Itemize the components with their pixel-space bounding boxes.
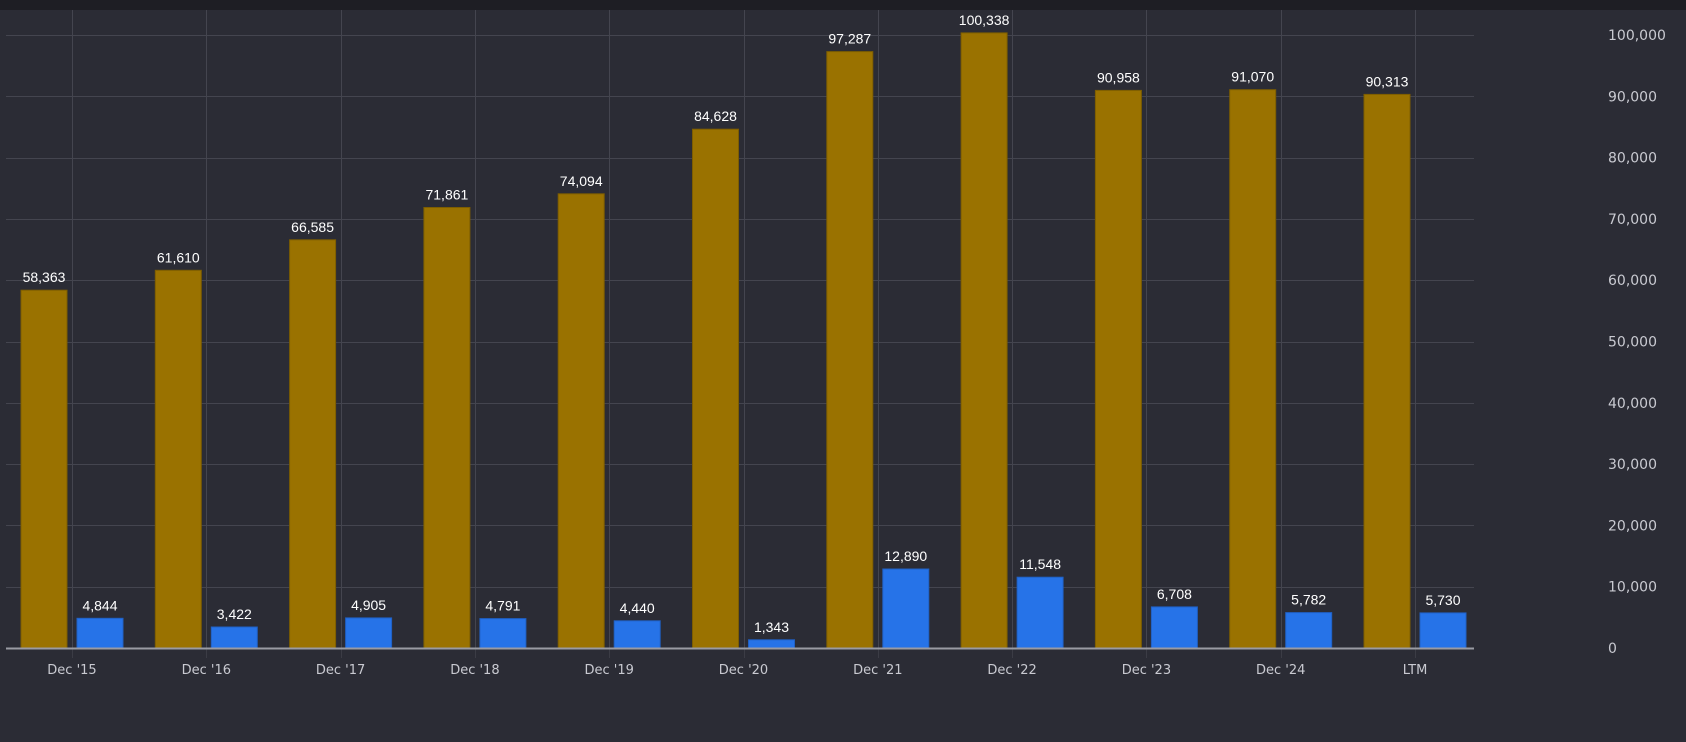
- data-label: 4,844: [82, 597, 117, 613]
- data-label: 3,422: [217, 606, 252, 622]
- y-tick-label: 60,000: [1608, 273, 1657, 289]
- data-label: 90,958: [1097, 69, 1140, 85]
- y-tick-label: 30,000: [1608, 457, 1657, 473]
- x-tick-label: Dec '19: [584, 663, 633, 678]
- data-label: 58,363: [23, 269, 66, 285]
- bar-series2: [748, 639, 795, 649]
- bar-series1: [423, 207, 471, 649]
- y-tick-label: 50,000: [1608, 335, 1657, 351]
- bar-series1: [826, 51, 874, 649]
- data-label: 4,905: [351, 597, 386, 613]
- top-bar: [0, 0, 1686, 10]
- y-tick-label: 70,000: [1608, 212, 1657, 228]
- value-labels: 58,363 61,610 66,585 71,861 74,094 84,628 97,2…: [23, 12, 1461, 635]
- data-label: 4,791: [485, 598, 520, 614]
- y-tick-label: 100,000: [1608, 28, 1666, 44]
- bar-series2: [1419, 612, 1467, 649]
- data-label: 66,585: [291, 219, 334, 235]
- bar-series2: [613, 620, 661, 649]
- data-label: 91,070: [1231, 69, 1274, 85]
- bar-series1: [960, 32, 1008, 649]
- bar-series2: [1016, 576, 1064, 649]
- bar-series1: [1363, 93, 1411, 649]
- x-tick-label: LTM: [1403, 663, 1428, 678]
- bar-series1: [1229, 89, 1277, 649]
- data-label: 5,782: [1291, 592, 1326, 608]
- x-tick-label: Dec '24: [1256, 663, 1305, 678]
- x-tick-label: Dec '15: [47, 663, 96, 678]
- bar-series1: [289, 239, 337, 649]
- bar-series2: [1285, 612, 1333, 649]
- bar-series1: [20, 289, 68, 649]
- y-tick-label: 40,000: [1608, 396, 1657, 412]
- x-tick-label: Dec '20: [719, 663, 768, 678]
- data-label: 61,610: [157, 249, 200, 265]
- x-tick-label: Dec '16: [182, 663, 231, 678]
- bar-series2: [1150, 606, 1198, 649]
- x-tick-label: Dec '22: [987, 663, 1036, 678]
- data-label: 90,313: [1366, 73, 1409, 89]
- data-label: 84,628: [694, 108, 737, 124]
- data-label: 100,338: [959, 12, 1010, 28]
- data-label: 6,708: [1157, 586, 1192, 602]
- data-label: 4,440: [620, 600, 655, 616]
- x-tick-label: Dec '18: [450, 663, 499, 678]
- data-label: 1,343: [754, 619, 789, 635]
- x-tick-label: Dec '17: [316, 663, 365, 678]
- bar-series1: [1094, 89, 1142, 649]
- data-label: 11,548: [1019, 556, 1061, 572]
- data-label: 71,861: [425, 187, 468, 203]
- x-axis: Dec '15 Dec '16 Dec '17 Dec '18 Dec '19 Dec '…: [6, 647, 1474, 678]
- bar-series2: [882, 568, 930, 649]
- y-tick-label: 90,000: [1608, 89, 1657, 105]
- y-tick-label: 80,000: [1608, 151, 1657, 167]
- data-label: 12,890: [884, 548, 927, 564]
- y-tick-label: 20,000: [1608, 518, 1657, 534]
- bar-series2: [210, 626, 258, 649]
- data-label: 5,730: [1425, 592, 1460, 608]
- y-tick-label: 10,000: [1608, 580, 1657, 596]
- bar-series1: [557, 193, 605, 649]
- data-label: 97,287: [828, 31, 871, 47]
- y-axis: 0 10,000 20,000 30,000 40,000 50,000 60,000 70,…: [1608, 28, 1666, 657]
- x-tick-label: Dec '23: [1122, 663, 1171, 678]
- bar-series1: [692, 128, 739, 649]
- bars: [20, 32, 1467, 649]
- y-tick-label: 0: [1608, 641, 1617, 657]
- bar-series2: [345, 617, 393, 649]
- bar-series2: [76, 617, 124, 649]
- bar-series1: [154, 269, 202, 649]
- x-tick-label: Dec '21: [853, 663, 902, 678]
- data-label: 74,094: [560, 173, 603, 189]
- bar-series2: [479, 618, 527, 649]
